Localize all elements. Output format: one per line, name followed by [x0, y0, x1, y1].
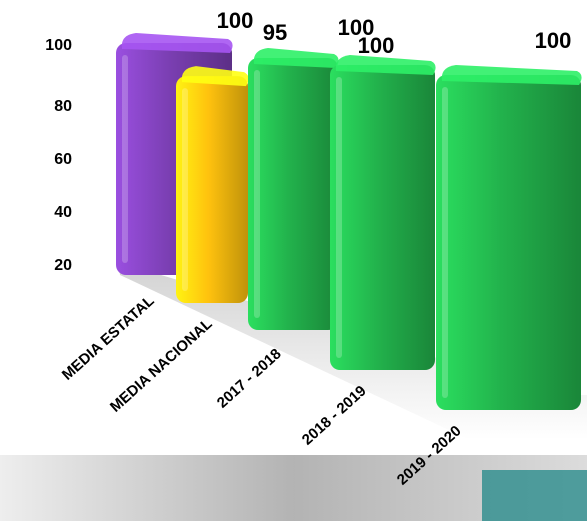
x-category-label: 2017 - 2018 — [214, 345, 285, 411]
y-tick-label: 80 — [54, 98, 72, 115]
bar-highlight — [336, 77, 342, 358]
bar-top-face — [253, 48, 339, 68]
data-labels: 100 95 100 100 100 — [217, 8, 572, 58]
bar-highlight — [442, 87, 448, 398]
y-axis-tick-labels: 20 40 60 80 100 — [45, 37, 72, 274]
y-tick-label: 40 — [54, 204, 72, 221]
bar-highlight — [182, 88, 188, 291]
x-category-label: 2018 - 2019 — [299, 382, 370, 448]
decorative-teal-blinds — [482, 470, 587, 521]
bar-top-face — [441, 65, 582, 85]
bar-highlight — [254, 70, 260, 318]
bar-3 — [248, 48, 339, 330]
bar-front-face — [248, 58, 338, 330]
bar-5 — [436, 65, 582, 410]
bar-front-face — [330, 65, 435, 370]
bar-4 — [330, 55, 436, 370]
bar-2 — [176, 66, 249, 303]
data-label: 95 — [263, 20, 287, 45]
bar-front-face — [436, 75, 581, 410]
bar-top-face — [121, 33, 233, 53]
data-label: 100 — [217, 8, 254, 33]
y-tick-label: 100 — [45, 37, 72, 54]
data-label: 100 — [338, 15, 375, 40]
bar-top-face — [181, 66, 249, 87]
bar-highlight — [122, 55, 128, 263]
y-tick-label: 60 — [54, 151, 72, 168]
data-label: 100 — [535, 28, 572, 53]
bars-group — [116, 33, 582, 410]
data-label: 100 — [358, 33, 395, 58]
bar-front-face — [176, 76, 248, 303]
y-tick-label: 20 — [54, 257, 72, 274]
bar-top-face — [335, 55, 436, 75]
